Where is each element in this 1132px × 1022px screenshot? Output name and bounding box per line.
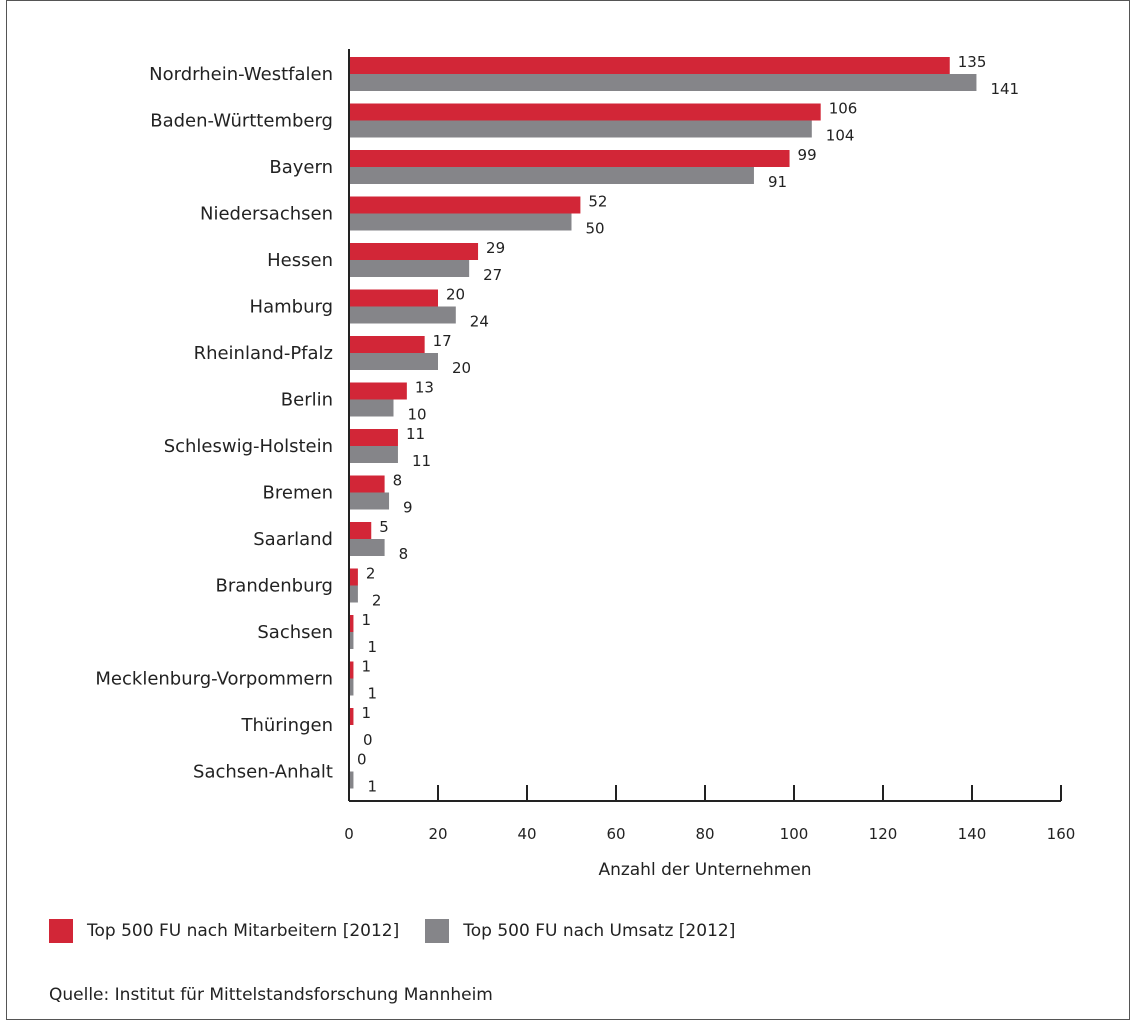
category-label: Berlin — [281, 390, 333, 411]
value-label-mitarbeiter: 1 — [361, 658, 371, 676]
x-tick-label: 100 — [780, 825, 809, 843]
legend-item-umsatz: Top 500 FU nach Umsatz [2012] — [425, 919, 735, 943]
value-label-umsatz: 0 — [363, 731, 373, 749]
value-label-umsatz: 2 — [372, 592, 382, 610]
value-label-mitarbeiter: 0 — [357, 751, 367, 769]
bar-umsatz — [349, 492, 390, 510]
category-label: Saarland — [253, 529, 333, 550]
value-label-mitarbeiter: 106 — [829, 100, 858, 118]
bar-mitarbeiter — [349, 243, 479, 260]
bar-mitarbeiter — [349, 429, 398, 446]
bar-mitarbeiter — [349, 615, 354, 632]
x-tick-label: 40 — [517, 825, 536, 843]
value-label-mitarbeiter: 5 — [379, 518, 389, 536]
legend-label-umsatz: Top 500 FU nach Umsatz [2012] — [463, 921, 736, 941]
category-label: Mecklenburg-Vorpommern — [95, 669, 333, 690]
bar-mitarbeiter — [349, 568, 358, 586]
bar-umsatz — [349, 353, 438, 370]
bar-umsatz — [349, 632, 354, 649]
value-label-mitarbeiter: 11 — [406, 425, 425, 443]
bar-mitarbeiter — [349, 708, 354, 725]
category-label: Niedersachsen — [200, 204, 333, 225]
bar-mitarbeiter — [349, 336, 425, 353]
category-label: Schleswig-Holstein — [164, 436, 333, 457]
value-label-umsatz: 141 — [990, 80, 1019, 98]
source-note: Quelle: Institut für Mittelstandsforschu… — [49, 985, 493, 1005]
bar-umsatz — [349, 74, 977, 91]
value-label-umsatz: 1 — [367, 685, 377, 703]
bar-mitarbeiter — [349, 196, 581, 214]
x-tick-label: 140 — [958, 825, 987, 843]
x-tick-label: 20 — [428, 825, 447, 843]
category-label: Hessen — [267, 250, 333, 271]
bar-mitarbeiter — [349, 103, 821, 121]
value-label-mitarbeiter: 13 — [415, 379, 434, 397]
bar-mitarbeiter — [349, 57, 950, 74]
value-label-mitarbeiter: 135 — [958, 53, 987, 71]
bar-mitarbeiter — [349, 522, 372, 539]
chart-legend: Top 500 FU nach Mitarbeitern [2012] Top … — [49, 919, 761, 943]
x-tick-label: 80 — [695, 825, 714, 843]
bar-umsatz — [349, 399, 394, 417]
bar-umsatz — [349, 120, 812, 138]
bar-umsatz — [349, 306, 456, 324]
bar-umsatz — [349, 213, 572, 231]
value-label-umsatz: 1 — [367, 638, 377, 656]
value-label-mitarbeiter: 20 — [446, 286, 465, 304]
legend-label-mitarbeiter: Top 500 FU nach Mitarbeitern [2012] — [87, 921, 400, 941]
category-label: Hamburg — [250, 297, 333, 318]
legend-swatch-gray — [425, 919, 450, 943]
bar-mitarbeiter — [349, 289, 438, 307]
x-tick-label: 0 — [344, 825, 354, 843]
x-tick-label: 120 — [869, 825, 898, 843]
category-label: Baden-Württemberg — [150, 111, 333, 132]
bar-mitarbeiter — [349, 382, 407, 400]
value-label-mitarbeiter: 52 — [588, 193, 607, 211]
bar-umsatz — [349, 446, 398, 463]
value-label-umsatz: 20 — [452, 359, 471, 377]
x-axis-title: Anzahl der Unternehmen — [598, 860, 811, 880]
value-label-mitarbeiter: 1 — [361, 611, 371, 629]
category-label: Bremen — [263, 483, 333, 504]
x-tick-label: 160 — [1047, 825, 1076, 843]
chart-frame: Nordrhein-Westfalen 135 141 Baden-Württembe… — [6, 0, 1130, 1020]
bar-umsatz — [349, 539, 385, 556]
value-label-umsatz: 104 — [826, 127, 855, 145]
category-label: Sachsen — [257, 622, 333, 643]
value-label-umsatz: 91 — [768, 173, 787, 191]
value-label-mitarbeiter: 99 — [798, 146, 817, 164]
bar-umsatz — [349, 678, 354, 696]
category-label: Sachsen-Anhalt — [193, 762, 333, 783]
value-label-umsatz: 9 — [403, 499, 413, 517]
legend-swatch-red — [49, 919, 73, 943]
value-label-umsatz: 8 — [399, 545, 409, 563]
x-tick-label: 60 — [606, 825, 625, 843]
value-label-mitarbeiter: 2 — [366, 565, 376, 583]
value-label-mitarbeiter: 1 — [361, 704, 371, 722]
value-label-umsatz: 24 — [470, 313, 489, 331]
value-label-mitarbeiter: 8 — [393, 472, 403, 490]
bar-chart: Nordrhein-Westfalen135141Baden-Württembe… — [95, 49, 1076, 880]
bar-umsatz — [349, 167, 754, 184]
category-label: Bayern — [269, 157, 333, 178]
value-label-mitarbeiter: 17 — [433, 332, 452, 350]
legend-item-mitarbeiter: Top 500 FU nach Mitarbeitern [2012] — [49, 919, 399, 943]
bar-mitarbeiter — [349, 150, 790, 167]
bar-umsatz — [349, 585, 358, 603]
value-label-umsatz: 50 — [586, 220, 605, 238]
value-label-umsatz: 11 — [412, 452, 431, 470]
bar-mitarbeiter — [349, 661, 354, 679]
category-label: Brandenburg — [216, 576, 333, 597]
value-label-umsatz: 1 — [367, 778, 377, 796]
value-label-umsatz: 10 — [408, 406, 427, 424]
bar-umsatz — [349, 771, 354, 789]
category-label: Nordrhein-Westfalen — [149, 64, 333, 85]
category-label: Thüringen — [240, 715, 333, 736]
bar-umsatz — [349, 260, 470, 277]
bar-mitarbeiter — [349, 475, 385, 493]
value-label-umsatz: 27 — [483, 266, 502, 284]
value-label-mitarbeiter: 29 — [486, 239, 505, 257]
category-label: Rheinland-Pfalz — [194, 343, 333, 364]
